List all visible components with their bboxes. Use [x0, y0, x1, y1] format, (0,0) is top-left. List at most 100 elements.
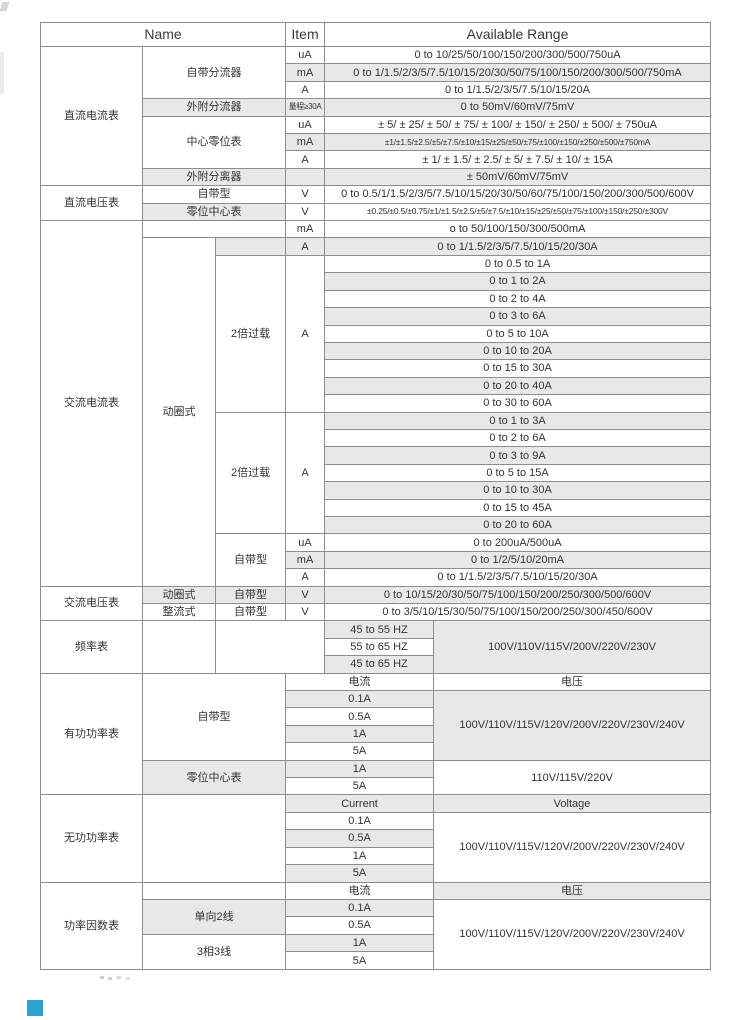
subheader-current: 电流	[285, 881, 435, 900]
range-cell: ± 1/ ± 1.5/ ± 2.5/ ± 5/ ± 7.5/ ± 10/ ± 1…	[324, 150, 712, 169]
range-cell: 0 to 10 to 30A	[324, 481, 712, 500]
name-self-contained: 自带型	[141, 672, 287, 761]
range-cell: 0 to 1/1.5/2/3/5/7.5/10/15/20/30A	[324, 568, 712, 587]
item-cell: 0.5A	[285, 916, 435, 935]
item-cell: uA	[285, 115, 326, 135]
item-cell: A	[285, 568, 326, 587]
range-cell: 100V/110V/115V/120V/200V/220V/230V/240V	[433, 898, 712, 971]
range-cell: 0 to 3 to 9A	[324, 446, 712, 465]
item-cell: A	[285, 150, 326, 169]
range-cell: 0 to 1 to 2A	[324, 272, 712, 291]
item-cell: uA	[285, 45, 326, 65]
item-cell: 0.1A	[285, 690, 435, 709]
name-self-contained: 自带型	[141, 185, 287, 204]
range-cell: 0 to 3 to 6A	[324, 307, 712, 326]
item-cell: uA	[285, 533, 326, 552]
name-rectifier-type: 整流式	[142, 602, 216, 622]
item-cell: 0.1A	[285, 898, 435, 918]
col-header-available-range: Available Range	[324, 22, 712, 47]
range-cell: 100V/110V/115V/120V/200V/220V/230V/240V	[433, 811, 712, 883]
item-cell: A	[285, 254, 326, 413]
name-ac-voltmeter: 交流电压表	[40, 585, 143, 622]
range-cell: 0 to 3/5/10/15/30/50/75/100/150/200/250/…	[324, 602, 712, 622]
meter-spec-table: Name Item Available Range 直流电流表 自带分流器 uA 0 to …	[39, 22, 712, 971]
name-zero-center-meter: 零位中心表	[141, 759, 287, 796]
name-zero-center-meter: 零位中心表	[141, 202, 287, 222]
col-header-item: Item	[285, 22, 326, 47]
range-cell: 0 to 0.5/1/1.5/2/3/5/7.5/10/15/20/30/50/…	[324, 185, 712, 204]
range-cell: 100V/110V/115V/120V/200V/220V/230V/240V	[433, 690, 712, 761]
range-cell: o to 50/100/150/300/500mA	[324, 220, 712, 239]
range-cell: ± 50mV/60mV/75mV	[324, 167, 712, 187]
item-cell: 1A	[285, 759, 435, 779]
range-cell: 0 to 200uA/500uA	[324, 533, 712, 552]
item-cell: mA	[285, 133, 326, 152]
name-single-phase-2-wire: 单向2线	[141, 898, 287, 935]
item-cell: 5A	[285, 951, 435, 970]
name-self-contained: 自带型	[214, 585, 287, 605]
range-cell: 110V/115V/220V	[433, 759, 712, 796]
range-cell: 0 to 10 to 20A	[324, 341, 712, 361]
name-ac-ammeter: 交流电流表	[40, 220, 143, 587]
item-cell: 1A	[285, 846, 435, 866]
name-self-contained: 自带型	[214, 533, 287, 587]
item-cell: A	[285, 411, 326, 535]
range-cell: 0 to 0.5 to 1A	[324, 254, 712, 274]
item-cell: A	[285, 237, 326, 256]
item-cell: V	[285, 185, 326, 204]
name-external-shunt: 外附分流器	[141, 98, 287, 117]
range-cell: 0 to 1/1.5/2/3/5/7.5/10/15/20/30A	[324, 237, 712, 256]
empty-cell	[285, 167, 326, 187]
range-cell: 0 to 20 to 60A	[324, 515, 712, 535]
item-cell: 5A	[285, 777, 435, 796]
item-cell: V	[285, 585, 326, 605]
col-header-name: Name	[39, 22, 287, 47]
name-frequency-meter: 频率表	[40, 620, 143, 674]
name-external-divider: 外附分离器	[141, 167, 287, 187]
item-cell: 1A	[285, 933, 435, 953]
empty-cell	[141, 794, 287, 883]
name-center-zero-meter: 中心零位表	[141, 115, 287, 169]
item-cell: 45 to 65 HZ	[324, 655, 435, 674]
subheader-voltage: 电压	[433, 881, 712, 900]
name-active-power-meter: 有功功率表	[40, 672, 143, 796]
empty-cell	[142, 620, 216, 674]
item-cell: 5A	[285, 864, 435, 883]
range-cell: 0 to 1/1.5/2/3/5/7.5/10/15/20/30/50/75/1…	[324, 63, 712, 82]
range-cell: 0 to 15 to 45A	[324, 498, 712, 517]
item-cell: 量程≥30A	[285, 98, 326, 117]
name-2x-overload: 2倍过载	[214, 411, 287, 535]
subheader-current: 电流	[285, 672, 435, 692]
range-cell: ± 5/ ± 25/ ± 50/ ± 75/ ± 100/ ± 150/ ± 2…	[324, 115, 712, 135]
item-cell: V	[285, 202, 326, 222]
range-cell: 0 to 10/15/20/30/50/75/100/150/200/250/3…	[324, 585, 712, 605]
item-cell: mA	[285, 220, 326, 239]
range-cell: 0 to 2 to 6A	[324, 428, 712, 448]
empty-cell	[214, 620, 326, 674]
range-cell: 0 to 15 to 30A	[324, 359, 712, 378]
scan-artifact-dots	[100, 976, 104, 979]
item-cell: 55 to 65 HZ	[324, 637, 435, 657]
name-3-phase-3-wire: 3相3线	[141, 933, 287, 971]
name-dc-ammeter: 直流电流表	[40, 45, 143, 187]
scan-artifact-corner-tick	[0, 2, 10, 11]
range-cell: 0 to 50mV/60mV/75mV	[324, 98, 712, 117]
range-cell: 0 to 1/1.5/2/3/5/7.5/10/15/20A	[324, 80, 712, 100]
name-reactive-power-meter: 无功功率表	[40, 794, 143, 883]
empty-cell	[141, 881, 287, 900]
empty-cell	[214, 237, 287, 256]
item-cell: mA	[285, 63, 326, 82]
item-cell: 0.1A	[285, 811, 435, 831]
range-cell: 0 to 2 to 4A	[324, 289, 712, 309]
range-cell: 0 to 5 to 10A	[324, 324, 712, 343]
item-cell: 5A	[285, 742, 435, 761]
subheader-current: Current	[285, 794, 435, 813]
item-cell: 45 to 55 HZ	[324, 620, 435, 639]
range-cell: 0 to 20 to 40A	[324, 376, 712, 396]
range-cell: 0 to 30 to 60A	[324, 394, 712, 413]
name-power-factor-meter: 功率因数表	[40, 881, 143, 970]
name-moving-coil: 动圈式	[142, 585, 216, 605]
item-cell: mA	[285, 550, 326, 570]
name-2x-overload: 2倍过载	[214, 254, 287, 413]
item-cell: 0.5A	[285, 707, 435, 726]
